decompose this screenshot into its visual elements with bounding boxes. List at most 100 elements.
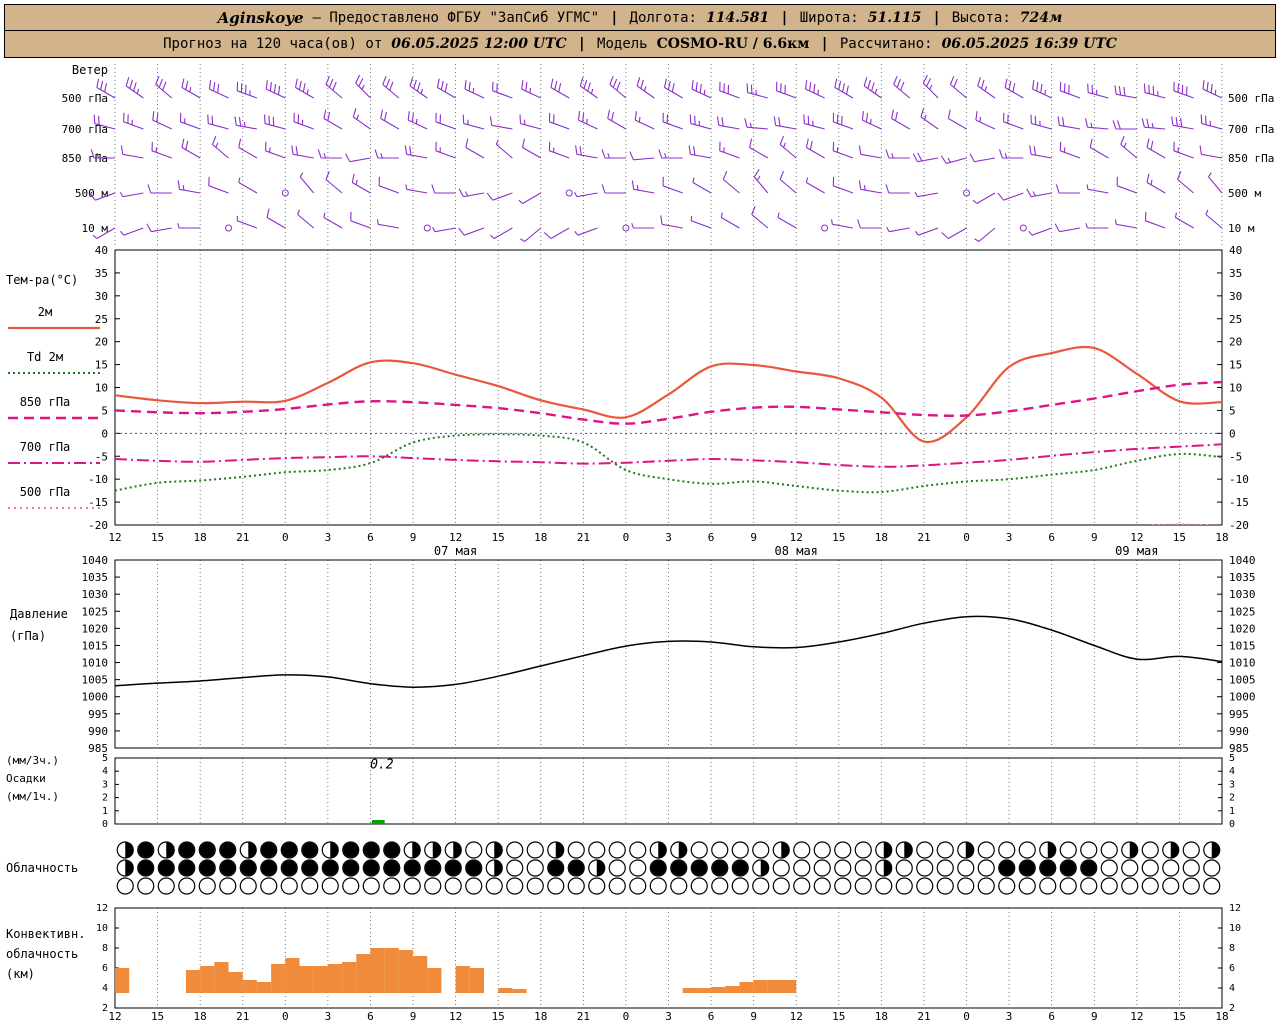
separator-icon: | — [930, 10, 942, 26]
svg-text:-20: -20 — [88, 519, 108, 532]
svg-text:1015: 1015 — [1229, 639, 1256, 652]
convective-bars — [115, 948, 796, 993]
svg-text:Давление: Давление — [10, 607, 68, 621]
forecast-time: 06.05.2025 12:00 UTC — [391, 36, 566, 52]
calculated-label: Рассчитано: — [840, 36, 933, 52]
svg-text:Тем-ра(°C): Тем-ра(°C) — [6, 273, 78, 287]
svg-text:0.2: 0.2 — [370, 758, 394, 773]
svg-text:2: 2 — [102, 1003, 108, 1014]
forecast-label: Прогноз на 120 часа(ов) от — [163, 36, 382, 52]
svg-text:Ветер: Ветер — [72, 63, 108, 77]
svg-text:15: 15 — [151, 531, 164, 544]
svg-text:облачность: облачность — [6, 947, 78, 961]
cloud-row-middle — [117, 860, 1220, 876]
svg-text:1010: 1010 — [1229, 657, 1256, 670]
longitude-label: Долгота: — [630, 10, 697, 26]
svg-text:15: 15 — [492, 1010, 505, 1023]
cloud-panel: Облачность — [6, 842, 1220, 894]
header-bar-2: Прогноз на 120 часа(ов) от 06.05.2025 12… — [4, 31, 1276, 58]
svg-text:3: 3 — [1229, 779, 1235, 790]
svg-text:995: 995 — [1229, 708, 1249, 721]
svg-text:4: 4 — [102, 766, 108, 777]
svg-text:-10: -10 — [88, 473, 108, 486]
svg-text:21: 21 — [577, 531, 590, 544]
svg-text:40: 40 — [95, 244, 108, 257]
svg-text:8: 8 — [1229, 943, 1235, 954]
svg-text:6: 6 — [367, 531, 374, 544]
svg-text:18: 18 — [1215, 531, 1228, 544]
svg-text:-5: -5 — [1229, 450, 1242, 463]
svg-text:1000: 1000 — [1229, 691, 1256, 704]
svg-text:3: 3 — [665, 531, 672, 544]
separator-icon: | — [576, 36, 588, 52]
svg-text:10: 10 — [1229, 382, 1242, 395]
svg-text:500 гПа: 500 гПа — [20, 485, 71, 499]
wind-level-3 — [90, 169, 1222, 203]
svg-text:21: 21 — [236, 1010, 249, 1023]
svg-text:0: 0 — [623, 531, 630, 544]
svg-text:0: 0 — [963, 531, 970, 544]
separator-icon: | — [608, 10, 620, 26]
svg-text:15: 15 — [492, 531, 505, 544]
svg-text:15: 15 — [151, 1010, 164, 1023]
svg-text:0: 0 — [102, 819, 108, 830]
svg-text:2: 2 — [1229, 793, 1235, 804]
svg-text:1010: 1010 — [82, 657, 109, 670]
svg-text:-5: -5 — [95, 450, 108, 463]
svg-text:12: 12 — [96, 903, 108, 914]
svg-text:850 гПа: 850 гПа — [20, 395, 71, 409]
svg-text:5: 5 — [102, 753, 108, 764]
svg-text:10 м: 10 м — [82, 222, 109, 235]
svg-text:700 гПа: 700 гПа — [20, 440, 71, 454]
svg-text:20: 20 — [95, 336, 108, 349]
svg-text:12: 12 — [108, 1010, 121, 1023]
provider-text: — Предоставлено ФГБУ "ЗапСиб УГМС" — [313, 10, 600, 26]
svg-text:3: 3 — [325, 1010, 332, 1023]
svg-text:1005: 1005 — [1229, 674, 1256, 687]
model-label: Модель — [597, 36, 648, 52]
wind-level-0 — [97, 75, 1222, 98]
svg-text:21: 21 — [236, 531, 249, 544]
cloud-row-upper — [117, 842, 1220, 858]
altitude-label: Высота: — [952, 10, 1011, 26]
svg-text:9: 9 — [410, 1010, 417, 1023]
svg-text:0: 0 — [282, 531, 289, 544]
svg-text:12: 12 — [108, 531, 121, 544]
svg-text:18: 18 — [534, 531, 547, 544]
svg-text:(гПа): (гПа) — [10, 629, 46, 643]
svg-text:1040: 1040 — [1229, 554, 1256, 567]
svg-text:3: 3 — [1006, 531, 1013, 544]
svg-text:15: 15 — [1229, 359, 1242, 372]
svg-text:1030: 1030 — [82, 588, 109, 601]
svg-text:1005: 1005 — [82, 674, 109, 687]
svg-text:10: 10 — [96, 923, 108, 934]
svg-text:20: 20 — [1229, 336, 1242, 349]
svg-text:1040: 1040 — [82, 554, 109, 567]
svg-text:18: 18 — [194, 531, 207, 544]
wind-level-2 — [91, 136, 1222, 163]
svg-text:18: 18 — [534, 1010, 547, 1023]
svg-text:-15: -15 — [1229, 496, 1249, 509]
meteogram-page: Aginskoye — Предоставлено ФГБУ "ЗапСиб У… — [0, 4, 1280, 1024]
svg-text:3: 3 — [665, 1010, 672, 1023]
svg-text:15: 15 — [1173, 1010, 1186, 1023]
svg-text:35: 35 — [1229, 267, 1242, 280]
svg-text:12: 12 — [790, 531, 803, 544]
svg-text:1: 1 — [1229, 806, 1235, 817]
svg-text:0: 0 — [282, 1010, 289, 1023]
svg-text:1035: 1035 — [1229, 571, 1256, 584]
svg-text:6: 6 — [1229, 963, 1235, 974]
svg-text:700 гПа: 700 гПа — [1228, 123, 1274, 136]
svg-text:18: 18 — [875, 1010, 888, 1023]
svg-text:500 м: 500 м — [75, 187, 108, 200]
svg-text:6: 6 — [708, 1010, 715, 1023]
svg-text:5: 5 — [1229, 753, 1235, 764]
longitude-value: 114.581 — [706, 10, 769, 26]
svg-text:850 гПа: 850 гПа — [1228, 152, 1274, 165]
svg-text:18: 18 — [194, 1010, 207, 1023]
svg-text:15: 15 — [832, 1010, 845, 1023]
svg-text:990: 990 — [88, 725, 108, 738]
svg-text:35: 35 — [95, 267, 108, 280]
